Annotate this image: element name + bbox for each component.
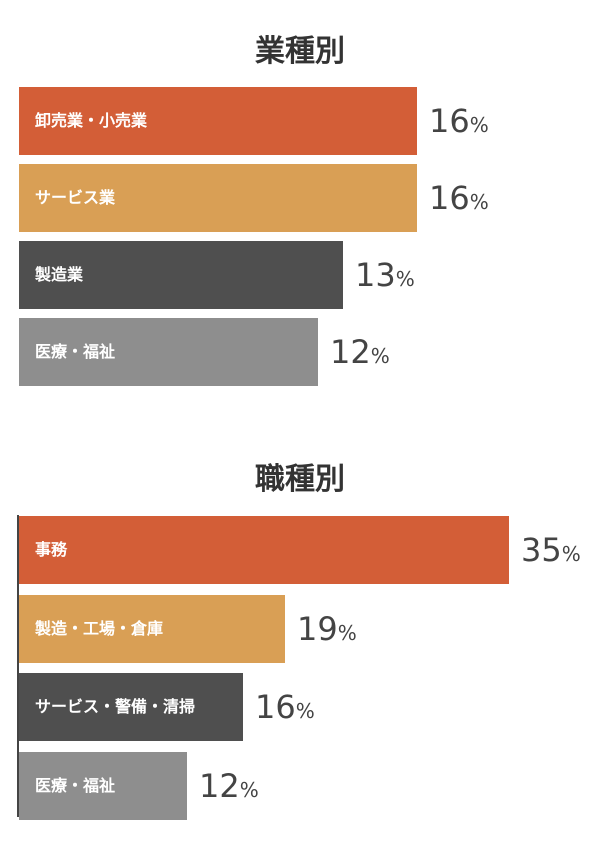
- bar-label: 卸売業・小売業: [35, 111, 148, 130]
- data-label: 12%: [330, 333, 390, 371]
- bar: 製造・工場・倉庫: [19, 594, 285, 663]
- bar-label: 医療・福祉: [35, 775, 116, 795]
- bar-label: サービス・警備・清掃: [35, 697, 196, 716]
- bar: 医療・福祉: [19, 318, 318, 386]
- bar: 卸売業・小売業: [19, 87, 417, 155]
- data-label: 16%: [429, 102, 489, 140]
- axis-line: [17, 515, 19, 817]
- bar-label: 製造業: [35, 265, 84, 284]
- data-label: 12%: [199, 766, 259, 805]
- data-label: 16%: [255, 688, 315, 726]
- bar: サービス業: [19, 164, 417, 232]
- bar: 事務: [19, 516, 509, 584]
- bar: サービス・警備・清掃: [19, 673, 243, 741]
- bar: 医療・福祉: [19, 751, 187, 820]
- data-label: 19%: [297, 609, 357, 648]
- bar: 製造業: [19, 241, 343, 309]
- chart-title: 業種別: [255, 34, 345, 69]
- bar-label: 医療・福祉: [35, 342, 116, 361]
- data-label: 35%: [521, 531, 581, 569]
- data-label: 13%: [355, 256, 415, 294]
- bar-label: 製造・工場・倉庫: [35, 618, 164, 638]
- bar-label: サービス業: [35, 188, 116, 207]
- chart-title: 職種別: [255, 462, 345, 497]
- data-label: 16%: [429, 179, 489, 217]
- bar-label: 事務: [35, 540, 68, 559]
